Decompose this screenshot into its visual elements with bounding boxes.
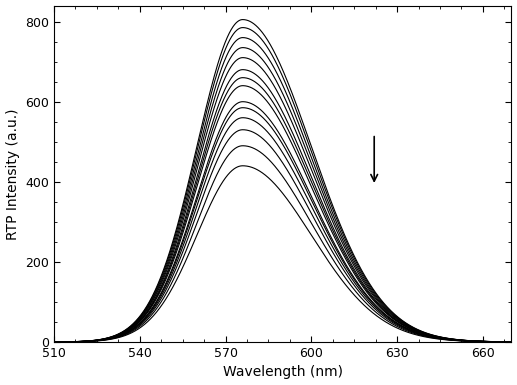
X-axis label: Wavelength (nm): Wavelength (nm) (223, 365, 343, 380)
Y-axis label: RTP Intensity (a.u.): RTP Intensity (a.u.) (6, 108, 20, 239)
